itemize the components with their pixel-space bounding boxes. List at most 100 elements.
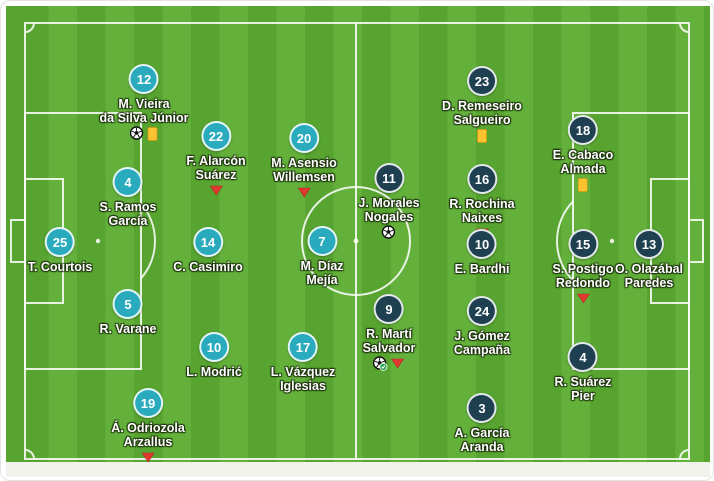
player-name: C. Casimiro xyxy=(173,260,242,274)
player-number: 15 xyxy=(575,236,591,252)
player-name-line: Arzallus xyxy=(123,435,173,449)
player-name-line: Willemsen xyxy=(273,170,335,184)
corner-arc xyxy=(24,22,35,33)
player-name: M. Vieira da Silva Júnior xyxy=(100,97,189,125)
goal-icon xyxy=(130,126,145,141)
player-number: 18 xyxy=(575,122,591,138)
player-name-line: da Silva Júnior xyxy=(99,111,189,125)
player-event-icons xyxy=(381,225,396,240)
player-marker[interactable]: 3 A. García Aranda xyxy=(455,393,509,454)
player-marker[interactable]: 15 S. Postigo Redondo xyxy=(552,229,614,306)
player-marker[interactable]: 7 M. Díaz Mejía xyxy=(300,226,344,287)
player-marker[interactable]: 14 C. Casimiro xyxy=(173,227,243,274)
player-name: R. Suárez Pier xyxy=(555,375,612,403)
player-name-line: M. Asensio xyxy=(271,156,337,170)
player-marker[interactable]: 17 L. Vázquez Iglesias xyxy=(271,332,335,393)
player-name-line: J. Gómez xyxy=(454,329,510,343)
player-name-line: Redondo xyxy=(555,276,611,290)
player-number: 25 xyxy=(52,234,68,250)
sub-off-icon xyxy=(209,185,223,196)
player-number: 19 xyxy=(140,395,156,411)
player-name-line: Almada xyxy=(560,162,606,176)
player-marker[interactable]: 9 R. Martí Salvador xyxy=(363,294,416,371)
player-event-icons xyxy=(141,450,155,465)
player-number-circle: 19 xyxy=(133,388,163,418)
player-name-line: O. Olazábal xyxy=(614,262,684,276)
yellow-card-icon xyxy=(477,128,487,143)
player-number-circle: 20 xyxy=(289,123,319,153)
player-name: E. Cabaco Almada xyxy=(553,148,613,176)
player-event-icons xyxy=(373,356,405,371)
player-name: R. Rochina Naixes xyxy=(449,197,514,225)
sub-off-icon xyxy=(391,358,405,369)
player-name: M. Asensio Willemsen xyxy=(271,156,337,184)
player-name-line: García xyxy=(108,214,148,228)
player-number-circle: 4 xyxy=(568,342,598,372)
player-marker[interactable]: 16 R. Rochina Naixes xyxy=(449,164,515,241)
player-name-line: R. Suárez xyxy=(554,375,612,389)
player-number-circle: 14 xyxy=(193,227,223,257)
player-event-icons xyxy=(297,185,311,200)
center-circle xyxy=(301,186,411,296)
player-name-line: E. Cabaco xyxy=(552,148,614,162)
player-name-line: E. Bardhi xyxy=(454,262,510,276)
player-marker[interactable]: 22 F. Alarcón Suárez xyxy=(186,121,246,198)
player-name: M. Díaz Mejía xyxy=(300,259,343,287)
player-number-circle: 22 xyxy=(201,121,231,151)
player-number: 13 xyxy=(641,236,657,252)
player-name-line: R. Varane xyxy=(99,322,157,336)
sub-off-icon xyxy=(576,293,590,304)
player-event-icons xyxy=(578,177,588,192)
player-number: 24 xyxy=(474,303,490,319)
player-marker[interactable]: 10 E. Bardhi xyxy=(454,229,510,276)
right-penalty-spot xyxy=(609,238,615,244)
player-number: 16 xyxy=(474,171,490,187)
player-name-line: J. Morales xyxy=(358,196,420,210)
left-goal xyxy=(10,219,26,263)
player-number-circle: 13 xyxy=(634,229,664,259)
player-name: S. Ramos García xyxy=(100,200,157,228)
player-number: 9 xyxy=(385,301,393,317)
player-number: 22 xyxy=(208,128,224,144)
player-number-circle: 15 xyxy=(568,229,598,259)
penalty-goal-icon xyxy=(373,356,388,371)
player-marker[interactable]: 18 E. Cabaco Almada xyxy=(553,115,613,192)
footer-strip xyxy=(6,462,710,477)
player-number-circle: 23 xyxy=(467,66,497,96)
player-marker[interactable]: 23 D. Remeseiro Salgueiro xyxy=(442,66,522,143)
player-event-icons xyxy=(209,183,223,198)
player-number-circle: 10 xyxy=(199,332,229,362)
player-name-line: S. Postigo xyxy=(552,262,614,276)
player-number-circle: 16 xyxy=(466,164,497,194)
player-name-line: D. Remeseiro xyxy=(442,99,522,113)
player-name: F. Alarcón Suárez xyxy=(186,154,245,182)
player-name: T. Courtois xyxy=(28,260,93,274)
right-penalty-arc xyxy=(555,200,574,282)
player-name: L. Modrić xyxy=(186,365,242,379)
player-marker[interactable]: 24 J. Gómez Campaña xyxy=(454,296,510,357)
player-name-line: Á. Odriozola xyxy=(111,421,185,435)
player-name-line: Suárez xyxy=(195,168,237,182)
player-marker[interactable]: 25 T. Courtois xyxy=(28,227,93,274)
player-marker[interactable]: 12 M. Vieira da Silva Júnior xyxy=(100,64,189,141)
player-number: 12 xyxy=(136,71,152,87)
player-name: R. Varane xyxy=(100,322,157,336)
player-marker[interactable]: 4 R. Suárez Pier xyxy=(555,342,612,403)
player-number: 3 xyxy=(478,400,486,416)
player-name: R. Martí Salvador xyxy=(363,327,416,355)
player-marker[interactable]: 19 Á. Odriozola Arzallus xyxy=(111,388,185,465)
player-marker[interactable]: 11 J. Morales Nogales xyxy=(358,163,420,240)
player-name-line: R. Martí xyxy=(366,327,412,341)
player-marker[interactable]: 4 S. Ramos García xyxy=(100,167,157,228)
player-marker[interactable]: 13 O. Olazábal Paredes xyxy=(615,229,683,290)
player-marker[interactable]: 20 M. Asensio Willemsen xyxy=(271,123,337,200)
player-marker[interactable]: 10 L. Modrić xyxy=(186,332,242,379)
player-number-circle: 3 xyxy=(466,393,497,423)
goal-icon xyxy=(381,225,396,240)
center-spot xyxy=(353,238,359,244)
player-name-line: L. Modrić xyxy=(186,365,242,379)
player-number-circle: 24 xyxy=(467,296,497,326)
player-marker[interactable]: 5 R. Varane xyxy=(100,289,157,336)
